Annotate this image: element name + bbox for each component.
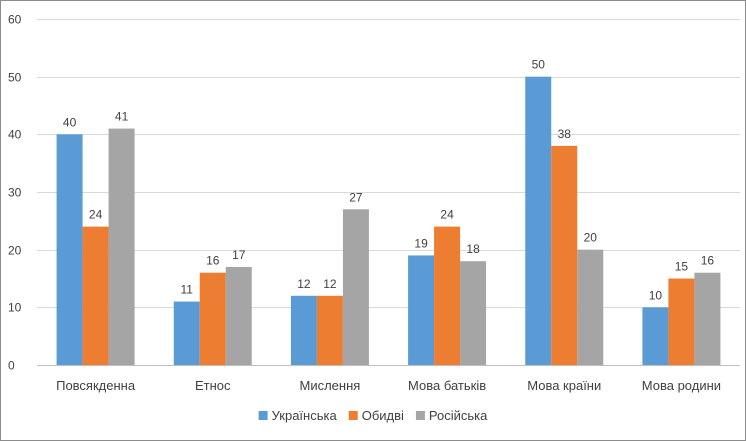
data-label: 12 (297, 277, 311, 291)
data-label: 24 (89, 208, 103, 222)
data-label: 24 (440, 208, 454, 222)
y-tick-label: 10 (8, 301, 22, 315)
bar (173, 301, 200, 365)
category-label: Етнос (195, 378, 231, 393)
legend-item: Обидві (348, 408, 404, 423)
bar (225, 266, 252, 365)
y-tick-label: 30 (8, 186, 22, 200)
data-label: 40 (63, 115, 77, 129)
bar (434, 226, 461, 365)
bar (694, 272, 721, 365)
data-label: 16 (206, 254, 220, 268)
legend-item: Українська (258, 408, 338, 423)
data-labels: 40 24 41 11 16 17 12 12 27 19 24 18 50 38 20 10 15 16 (63, 58, 715, 303)
bar (551, 145, 578, 365)
data-label: 10 (649, 288, 663, 302)
y-tick-label: 40 (8, 128, 22, 142)
y-tick-label: 60 (8, 13, 22, 27)
bar (577, 249, 604, 365)
legend-swatch (415, 411, 425, 420)
bar (408, 255, 435, 365)
y-axis-ticks: 0 10 20 30 40 50 60 (8, 13, 22, 373)
legend-label: Обидві (362, 408, 404, 423)
data-label: 18 (466, 242, 480, 256)
bar (316, 295, 343, 365)
data-label: 19 (414, 236, 428, 250)
bar (108, 128, 135, 365)
y-tick-label: 0 (8, 359, 15, 373)
data-label: 12 (323, 277, 337, 291)
y-tick-label: 50 (8, 71, 22, 85)
bar (56, 134, 83, 365)
legend-label: Українська (272, 408, 338, 423)
legend-swatch (348, 411, 358, 420)
legend-swatch (258, 411, 268, 420)
grid-lines (37, 19, 740, 308)
data-label: 38 (558, 127, 572, 141)
legend-item: Російська (415, 408, 488, 423)
category-label: Повсякденна (56, 378, 136, 393)
category-label: Мова батьків (408, 378, 486, 393)
bar (199, 272, 226, 365)
data-label: 11 (181, 283, 194, 297)
data-label: 16 (701, 254, 715, 268)
category-label: Мислення (300, 378, 361, 393)
data-label: 20 (584, 231, 598, 245)
data-label: 27 (349, 190, 363, 204)
data-label: 41 (115, 110, 129, 124)
category-labels: Повсякденна Етнос Мислення Мова батьків Мова… (56, 378, 721, 393)
bars (56, 76, 721, 366)
data-label: 15 (675, 260, 689, 274)
bar (668, 278, 695, 365)
legend-label: Російська (429, 408, 488, 423)
bar (460, 261, 487, 365)
y-tick-label: 20 (8, 244, 22, 258)
bar (342, 209, 369, 365)
data-label: 17 (232, 248, 246, 262)
bar (642, 307, 669, 365)
category-label: Мова країни (527, 378, 601, 393)
category-label: Мова родини (642, 378, 721, 393)
bar (525, 76, 552, 366)
bar (82, 226, 109, 365)
legend: Українська Обидві Російська (258, 408, 488, 423)
data-label: 50 (532, 58, 546, 72)
bar (290, 295, 317, 365)
